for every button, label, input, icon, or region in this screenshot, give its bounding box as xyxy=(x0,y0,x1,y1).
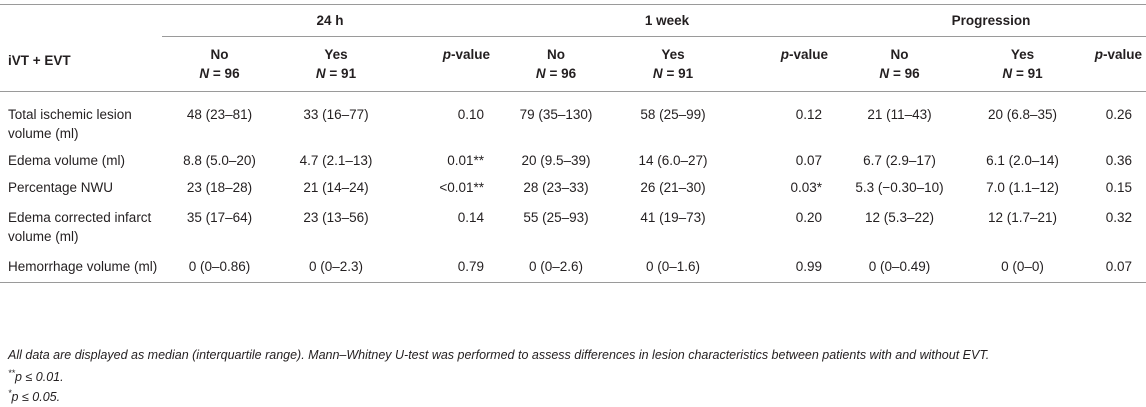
col-prog-yes: Yes N = 91 xyxy=(1002,47,1043,81)
subheader-row: iVT + EVT No N = 96 Yes N = 91 p-value No N… xyxy=(0,37,1146,92)
col-prog-no: No N = 96 xyxy=(879,47,920,81)
cell: 0.79 xyxy=(457,259,485,274)
group-1-week: 1 week xyxy=(498,4,837,37)
row-label: Total ischemic lesion volume (ml) xyxy=(8,107,132,141)
cell: 48 (23–81) xyxy=(186,107,253,122)
cell: 6.1 (2.0–14) xyxy=(986,153,1059,168)
row-label: Percentage NWU xyxy=(8,180,114,195)
group-header-row: 24 h 1 week Progression xyxy=(0,4,1146,37)
cell: 33 (16–77) xyxy=(303,107,369,122)
col-1w-yes: Yes N = 91 xyxy=(652,47,694,81)
row-label: Hemorrhage volume (ml) xyxy=(8,259,158,274)
group-24h: 24 h xyxy=(162,4,499,37)
table-footnote: All data are displayed as median (interq… xyxy=(8,348,990,362)
cell: 0.07 xyxy=(1105,259,1133,274)
cell: 23 (13–56) xyxy=(303,210,369,225)
cell: 55 (25–93) xyxy=(523,210,589,225)
cell: 58 (25–99) xyxy=(640,107,706,122)
cell: 0.36 xyxy=(1105,153,1133,168)
cell: 0.07 xyxy=(795,153,823,168)
cell: 0.03* xyxy=(790,180,823,195)
table-row: Total ischemic lesion volume (ml) 48 (23… xyxy=(0,92,1146,144)
cell: 0 (0–2.3) xyxy=(308,259,364,274)
cell: 0 (0–1.6) xyxy=(645,259,701,274)
corner-label: iVT + EVT xyxy=(8,52,71,68)
col-prog-pvalue: p-value xyxy=(1094,47,1143,62)
table-row: Edema volume (ml) 8.8 (5.0–20) 4.7 (2.1–… xyxy=(0,143,1146,170)
cell: 79 (35–130) xyxy=(519,107,593,122)
cell: 0.26 xyxy=(1105,107,1133,122)
cell: 7.0 (1.1–12) xyxy=(986,180,1059,195)
cell: 0.32 xyxy=(1105,210,1133,225)
cell: 0.01** xyxy=(447,153,485,168)
cell: 0 (0–0.86) xyxy=(188,259,251,274)
cell: 14 (6.0–27) xyxy=(638,153,708,168)
group-progression: Progression xyxy=(836,4,1146,37)
cell: 21 (11–43) xyxy=(867,107,932,122)
col-1w-no: No N = 96 xyxy=(535,47,577,81)
cell: 0 (0–2.6) xyxy=(528,259,584,274)
cell: 4.7 (2.1–13) xyxy=(299,153,373,168)
cell: 0.10 xyxy=(457,107,485,122)
table-row: Edema corrected infarct volume (ml) 35 (… xyxy=(0,197,1146,246)
cell: 0.14 xyxy=(457,210,485,225)
cell: 0 (0–0) xyxy=(1001,259,1044,274)
cell: 0.20 xyxy=(795,210,823,225)
cell: 35 (17–64) xyxy=(186,210,253,225)
cell: <0.01** xyxy=(439,180,485,195)
col-24h-yes: Yes N = 91 xyxy=(315,47,357,81)
footnote-significance-005: *p ≤ 0.05. xyxy=(8,388,61,405)
cell: 28 (23–33) xyxy=(523,180,589,195)
cell: 21 (14–24) xyxy=(303,180,369,195)
cell: 12 (1.7–21) xyxy=(987,210,1058,225)
cell: 6.7 (2.9–17) xyxy=(863,153,936,168)
cell: 0.12 xyxy=(795,107,823,122)
cell: 20 (6.8–35) xyxy=(987,107,1058,122)
cell: 0.15 xyxy=(1105,180,1133,195)
cell: 41 (19–73) xyxy=(640,210,706,225)
cell: 20 (9.5–39) xyxy=(521,153,591,168)
cell: 8.8 (5.0–20) xyxy=(183,153,256,168)
cell: 23 (18–28) xyxy=(186,180,253,195)
col-1w-pvalue: p-value xyxy=(780,47,829,62)
col-24h-no: No N = 96 xyxy=(199,47,240,81)
corner-cell xyxy=(0,5,162,37)
cell: 12 (5.3–22) xyxy=(864,210,935,225)
cell: 5.3 (−0.30–10) xyxy=(855,180,944,195)
row-label: Edema volume (ml) xyxy=(8,153,126,168)
cell: 26 (21–30) xyxy=(640,180,706,195)
cell: 0.99 xyxy=(795,259,823,274)
data-table: 24 h 1 week Progression iVT + EVT No N = … xyxy=(0,4,1146,283)
row-label: Edema corrected infarct volume (ml) xyxy=(8,210,152,244)
table-row: Hemorrhage volume (ml) 0 (0–0.86) 0 (0–2… xyxy=(0,246,1146,283)
table-row: Percentage NWU 23 (18–28) 21 (14–24) <0.… xyxy=(0,170,1146,197)
footnote-significance-001: **p ≤ 0.01. xyxy=(8,368,64,385)
cell: 0 (0–0.49) xyxy=(868,259,931,274)
col-24h-pvalue: p-value xyxy=(442,47,491,62)
